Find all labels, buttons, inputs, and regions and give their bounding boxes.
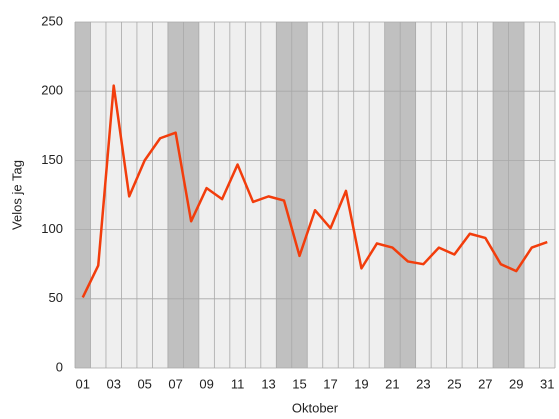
y-tick-label: 50	[49, 290, 63, 305]
x-tick-label: 27	[478, 376, 492, 391]
weekend-band	[75, 22, 91, 368]
weekend-band	[384, 22, 401, 368]
y-axis-label: Velos je Tag	[9, 160, 24, 230]
x-tick-label: 13	[261, 376, 275, 391]
y-tick-label: 250	[41, 13, 63, 28]
x-tick-label: 03	[106, 376, 120, 391]
x-tick-label: 09	[199, 376, 213, 391]
weekend-band	[276, 22, 292, 368]
weekend-band	[167, 22, 184, 368]
line-series	[81, 84, 548, 298]
x-tick-label: 01	[76, 376, 90, 391]
x-tick-label: 25	[447, 376, 461, 391]
y-tick-label: 0	[56, 359, 63, 374]
y-tick-label: 150	[41, 152, 63, 167]
x-tick-label: 19	[354, 376, 368, 391]
x-axis-label: Oktober	[292, 400, 339, 415]
weekend-band	[183, 22, 199, 368]
x-tick-label: 29	[509, 376, 523, 391]
y-tick-label: 100	[41, 221, 63, 236]
weekend-band	[291, 22, 308, 368]
x-tick-label: 11	[231, 376, 245, 391]
x-tick-label: 05	[137, 376, 151, 391]
plot-area	[75, 22, 555, 368]
x-tick-label: 31	[540, 376, 554, 391]
x-tick-label: 23	[416, 376, 430, 391]
x-tick-label: 21	[385, 376, 399, 391]
y-tick-label: 200	[41, 83, 63, 98]
weekend-band	[400, 22, 416, 368]
weekend-band	[493, 22, 509, 368]
x-tick-label: 15	[292, 376, 306, 391]
x-tick-label: 17	[323, 376, 337, 391]
weekend-band	[508, 22, 525, 368]
x-tick-label: 07	[168, 376, 182, 391]
